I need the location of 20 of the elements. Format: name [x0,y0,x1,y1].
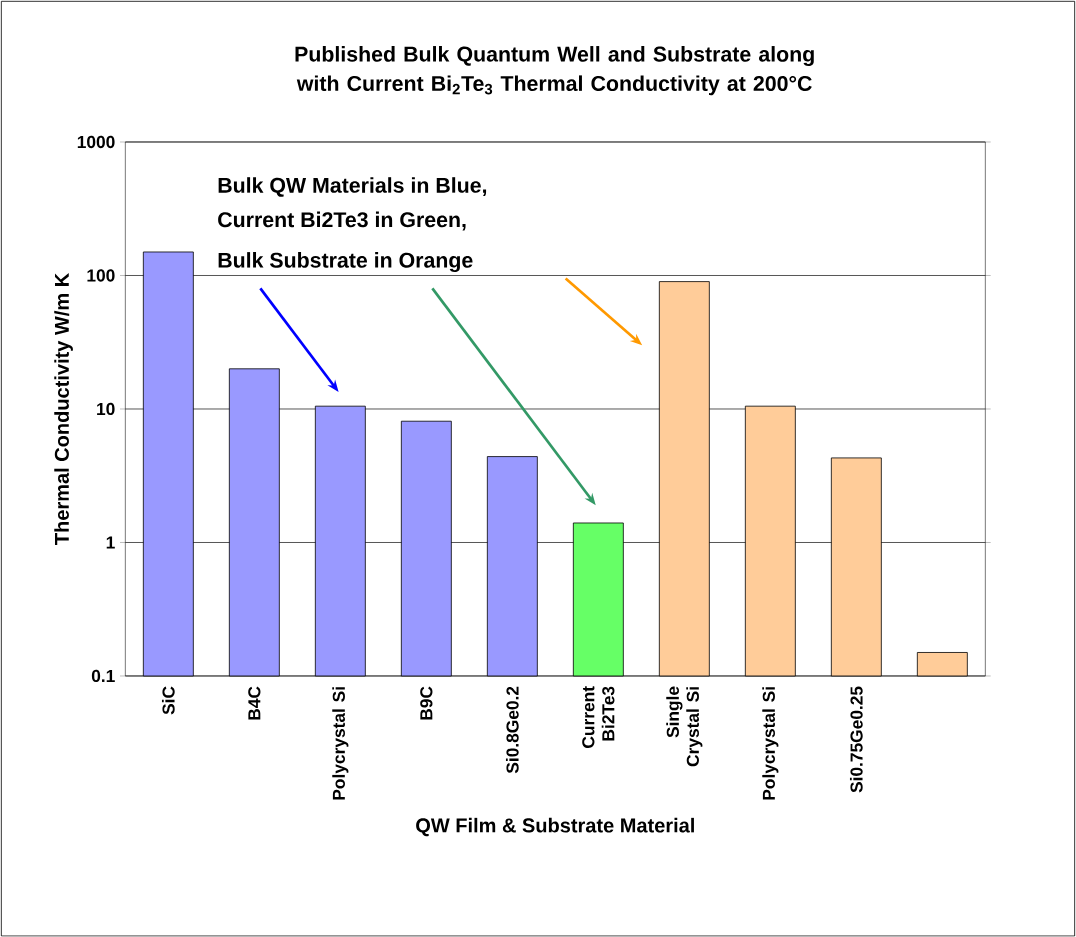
x-tick-label: Si0.75Ge0.25 [849,686,863,793]
annotation: Bulk QW Materials in Blue, [218,177,487,197]
annotation: Current Bi2Te3 in Green, [218,211,466,231]
y-tick-label: 1000 [77,135,115,148]
x-tick-label: Single Crystal Si [666,686,703,767]
annotation: Bulk Substrate in Orange [218,251,473,272]
x-tick-label: Current Bi2Te3 [582,686,615,748]
x-tick-label: Polycrystal Si [332,687,349,800]
y-tick-label: 0.1 [91,669,115,682]
y-tick-label: 1 [106,536,115,549]
y-axis-title: Thermal Conductivity W/m K [54,272,73,545]
x-tick-label: B9C [420,686,433,720]
x-axis-title: QW Film & Substrate Material [416,817,694,837]
x-tick-label: Polycrystal Si [762,687,779,800]
x-tick-label: SiC [161,686,175,715]
x-tick-label: B4C [248,686,261,720]
y-tick-label: 10 [97,402,115,415]
y-tick-label: 100 [87,269,115,282]
chart-title: Published Bulk Quantum Well and Substrate along with Current Bi$_{2}$Te$_{3}$ Thermal Conductivity at 200°C [295,45,814,96]
x-tick-label: Si0.8Ge0.2 [505,686,519,774]
